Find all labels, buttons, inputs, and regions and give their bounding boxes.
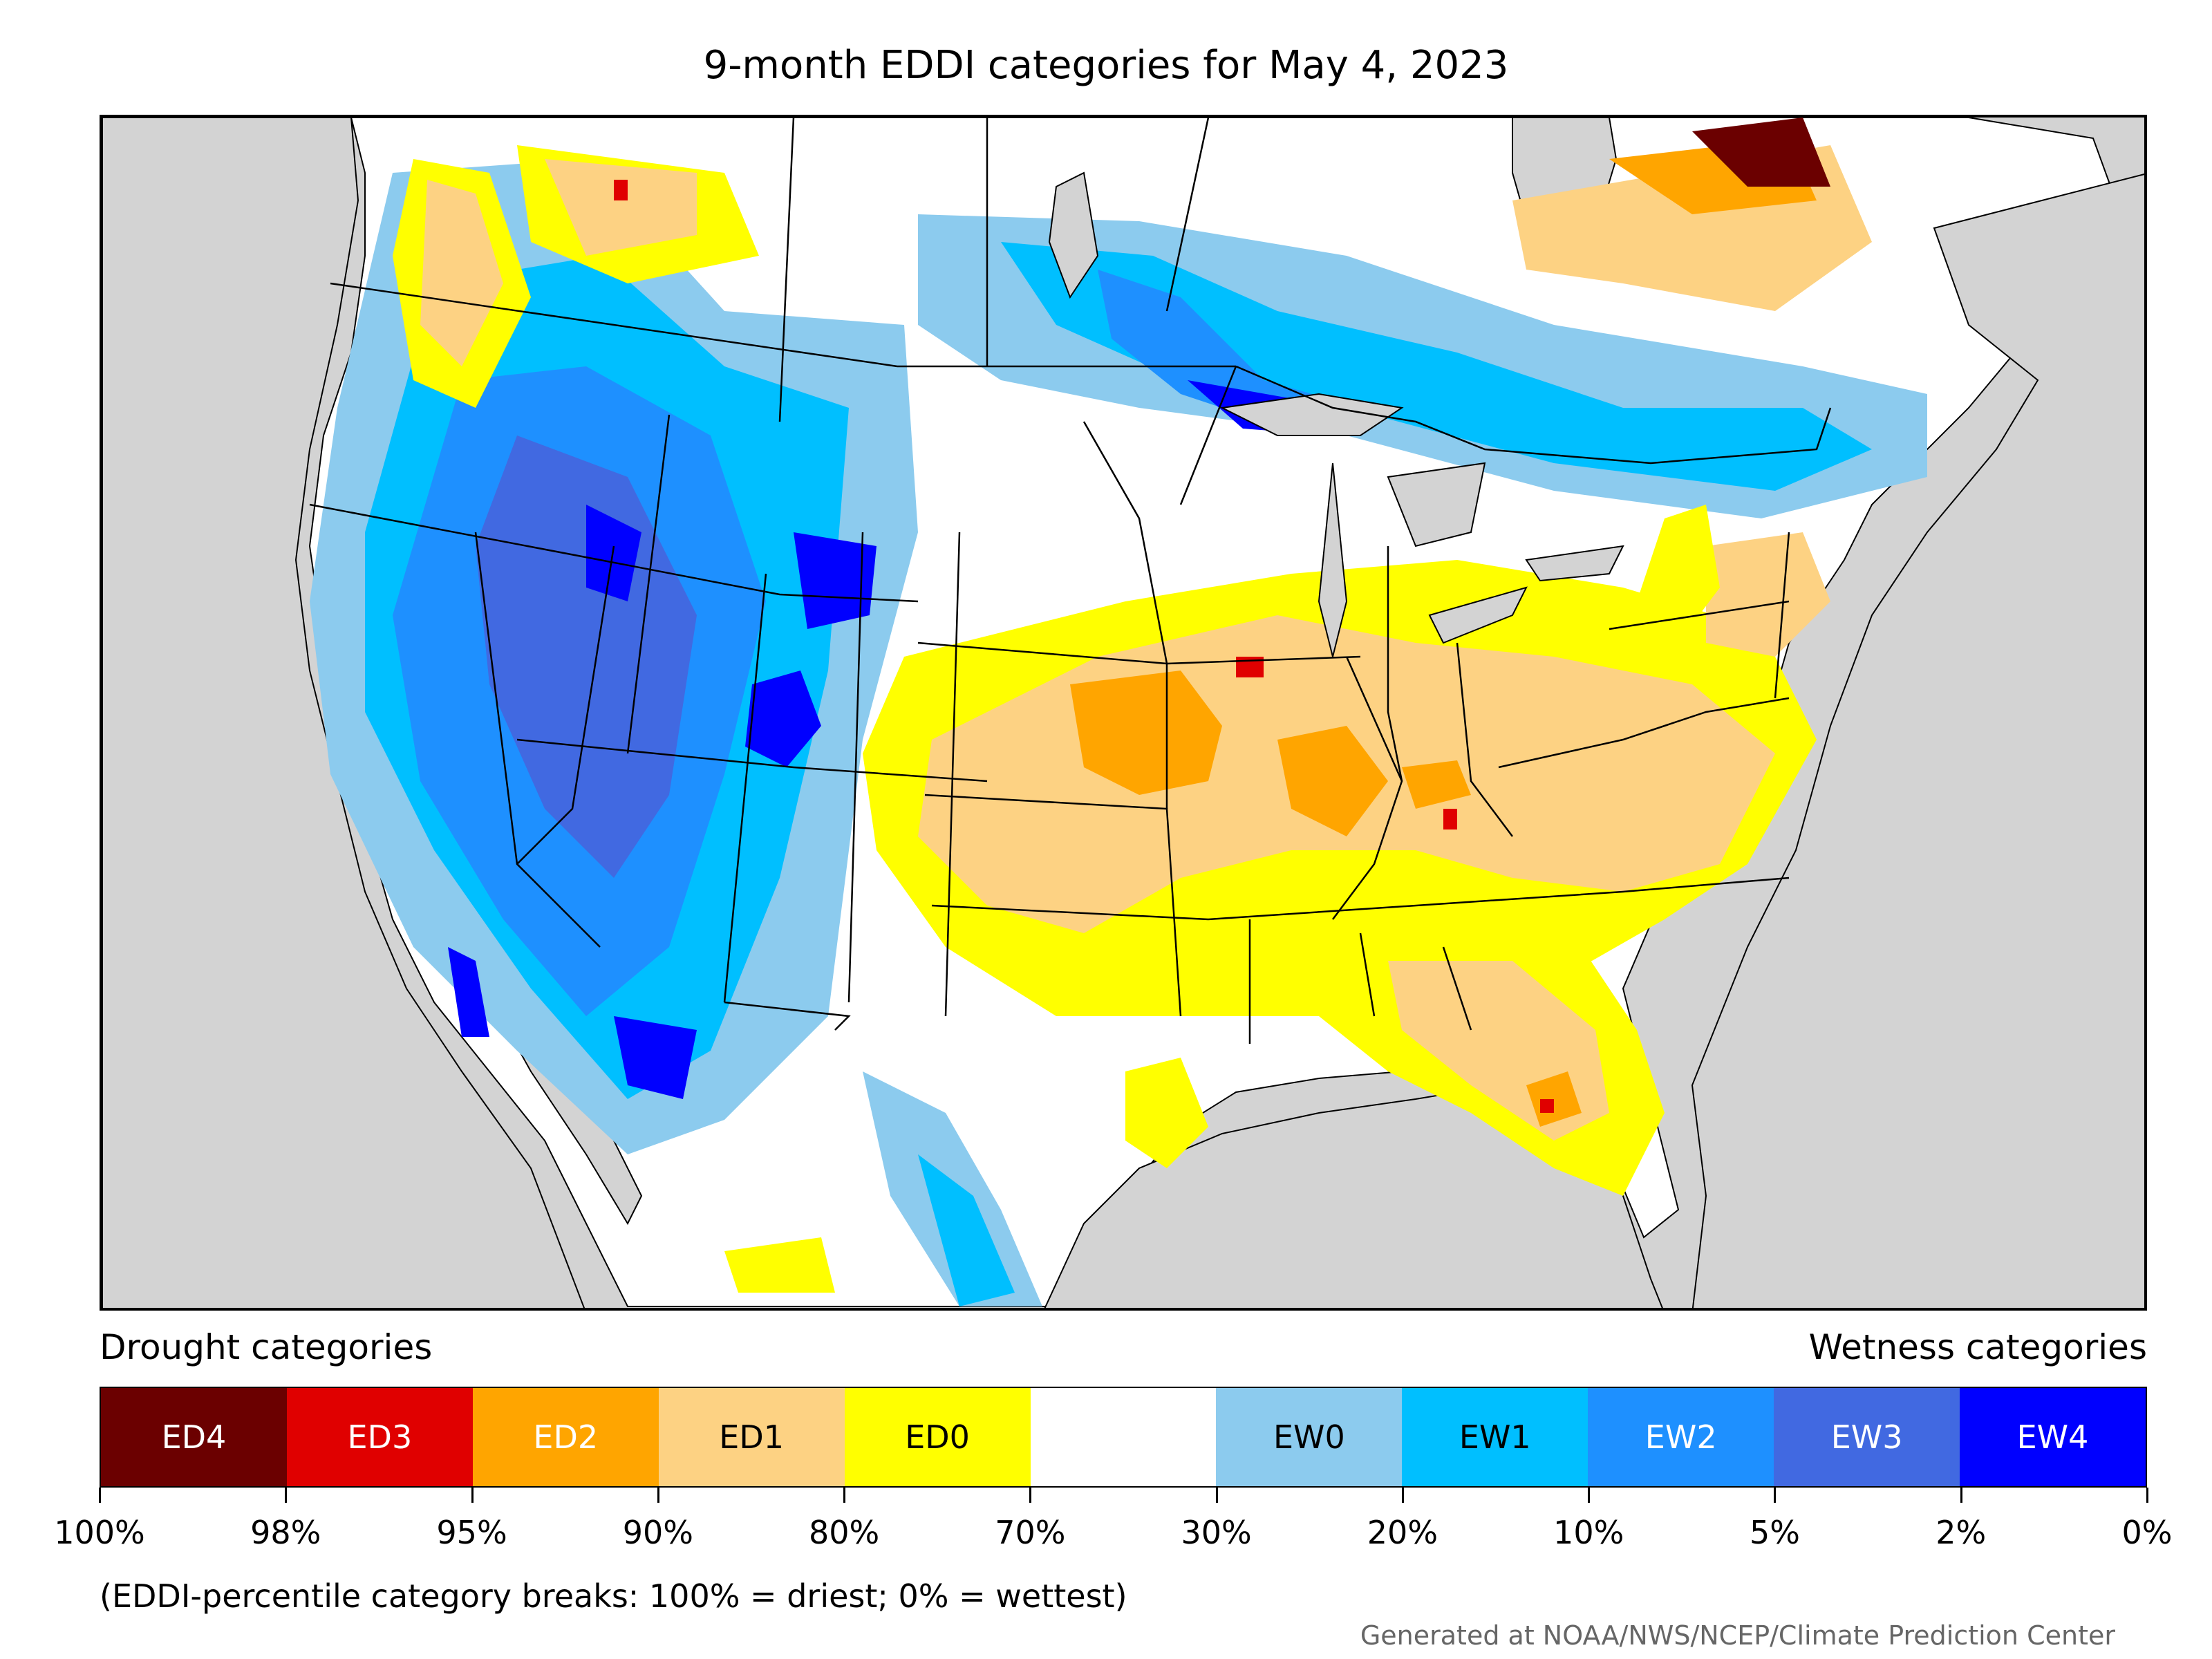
colorbar-tick-label: 70% [995, 1514, 1066, 1551]
great-lakes [1048, 171, 1624, 657]
colorbar-tick-label: 2% [1936, 1514, 1987, 1551]
political-boundaries [309, 118, 1832, 1044]
colorbar-cell-ed2: ED2 [472, 1388, 659, 1486]
colorbar-tick-label: 100% [54, 1514, 145, 1551]
colorbar-tick-label: 98% [250, 1514, 321, 1551]
colorbar-tick [2146, 1488, 2148, 1503]
colorbar-tick-label: 90% [622, 1514, 693, 1551]
map-title: 9-month EDDI categories for May 4, 2023 [703, 43, 1509, 88]
colorbar-tick [1774, 1488, 1777, 1503]
drought-categories-heading: Drought categories [100, 1327, 433, 1367]
colorbar-cell-ew1: EW1 [1402, 1388, 1588, 1486]
colorbar-cell-ew2: EW2 [1588, 1388, 1774, 1486]
map-canvas [102, 118, 2144, 1308]
colorbar-tick-label: 30% [1181, 1514, 1252, 1551]
colorbar-tick [285, 1488, 288, 1503]
colorbar-tick-label: 20% [1367, 1514, 1438, 1551]
colorbar-cell-ew3: EW3 [1774, 1388, 1960, 1486]
colorbar-tick [471, 1488, 474, 1503]
colorbar-tick [1588, 1488, 1591, 1503]
colorbar-tick-label: 5% [1749, 1514, 1800, 1551]
colorbar-cell-ed3: ED3 [286, 1388, 473, 1486]
colorbar-cell-ew4: EW4 [1960, 1388, 2146, 1486]
credit-line: Generated at NOAA/NWS/NCEP/Climate Predi… [1360, 1620, 2115, 1651]
colorbar-tick-label: 0% [2121, 1514, 2173, 1551]
wetness-categories-heading: Wetness categories [1808, 1327, 2147, 1367]
colorbar-cell-normal [1030, 1388, 1217, 1486]
colorbar-tick [1401, 1488, 1404, 1503]
colorbar-tick-label: 80% [808, 1514, 880, 1551]
colorbar-tick [1215, 1488, 1218, 1503]
colorbar-tick [1960, 1488, 1962, 1503]
colorbar-tick-label: 10% [1553, 1514, 1624, 1551]
colorbar-cell-ew0: EW0 [1216, 1388, 1403, 1486]
atlantic-north [1691, 174, 2144, 1308]
colorbar-cell-ed1: ED1 [658, 1388, 845, 1486]
colorbar-tick [1029, 1488, 1032, 1503]
category-breaks-note: (EDDI-percentile category breaks: 100% =… [100, 1577, 1127, 1615]
colorbar-tick-label: 95% [436, 1514, 507, 1551]
colorbar-cell-ed4: ED4 [101, 1388, 287, 1486]
category-colorbar: ED4 ED3 ED2 ED1 ED0 EW0 EW1 EW2 EW3 EW4 [100, 1387, 2147, 1488]
colorbar-tick [657, 1488, 659, 1503]
eddi-map [100, 115, 2147, 1311]
eddi-regions [310, 118, 1927, 1306]
colorbar-tick [99, 1488, 101, 1503]
colorbar-cell-ed0: ED0 [844, 1388, 1031, 1486]
colorbar-tick [843, 1488, 846, 1503]
colorbar-ticks [99, 1488, 2148, 1504]
